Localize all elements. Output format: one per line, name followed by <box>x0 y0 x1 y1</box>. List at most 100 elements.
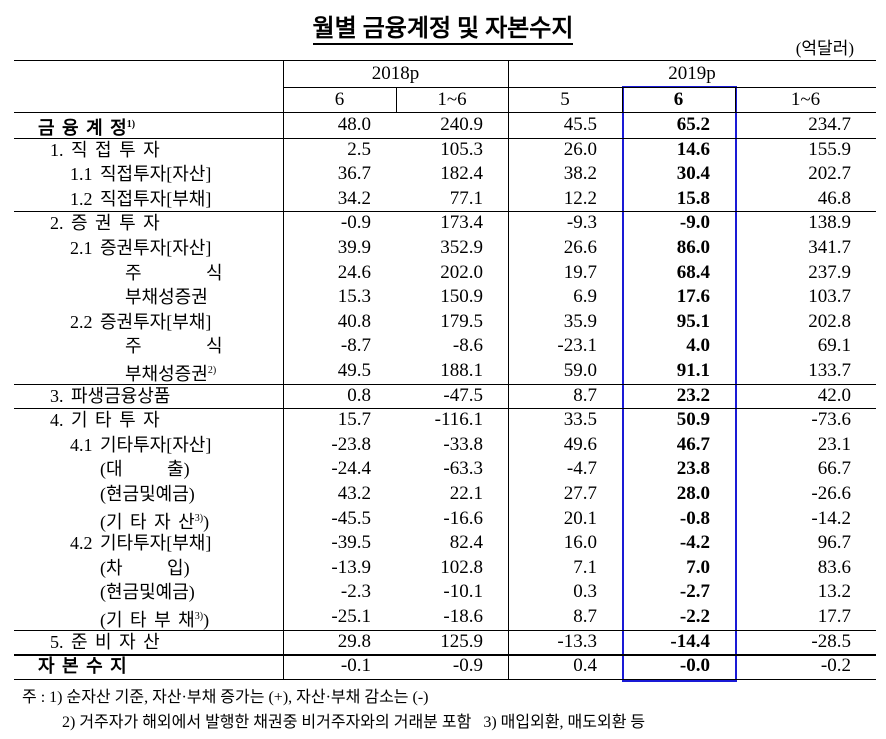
value-cell: 17.6 <box>676 286 710 308</box>
value-cell: -4.7 <box>566 458 597 480</box>
value-cell: 15.3 <box>337 286 371 308</box>
month-header: 6 <box>334 89 345 110</box>
row-label: 1.1 직접투자[자산] <box>70 162 211 186</box>
value-cell: -47.5 <box>443 384 483 406</box>
label-text: 부채성증권 <box>125 364 208 384</box>
value-cell: 103.7 <box>808 286 851 308</box>
row-label: (현금및예금) <box>100 482 195 506</box>
rule <box>14 60 876 61</box>
value-cell: 59.0 <box>563 360 597 381</box>
value-cell: 45.5 <box>563 114 597 135</box>
value-cell: 12.2 <box>563 187 597 209</box>
value-cell: 28.0 <box>676 483 710 504</box>
value-cell: 105.3 <box>440 138 483 160</box>
label-text: 자 본 수 지 <box>38 656 127 677</box>
month-header: 1~6 <box>790 89 821 110</box>
year-header: 2019p <box>668 63 716 84</box>
label-text: (현금및예금) <box>100 484 195 504</box>
value-cell: -23.1 <box>557 335 597 357</box>
value-cell: 0.8 <box>347 384 371 406</box>
value-cell: 43.2 <box>337 483 371 504</box>
label-text: (기 타 부 채 <box>100 610 195 630</box>
value-cell: -2.2 <box>679 606 710 627</box>
value-cell: 234.7 <box>808 114 851 135</box>
row-label: (기 타 부 채3)) <box>100 605 209 632</box>
value-cell: -10.1 <box>443 581 483 603</box>
value-cell: -8.7 <box>340 335 371 357</box>
value-cell: 125.9 <box>440 630 483 652</box>
value-cell: -2.7 <box>679 581 710 603</box>
value-cell: 179.5 <box>440 310 483 332</box>
value-cell: -0.0 <box>679 655 710 677</box>
label-text: 4.1 기타투자[자산] <box>70 434 212 455</box>
value-cell: 95.1 <box>676 310 710 332</box>
value-cell: 133.7 <box>808 360 851 381</box>
rule <box>14 112 876 113</box>
row-label: 2.2 증권투자[부채] <box>70 310 211 334</box>
value-cell: 4.0 <box>686 335 710 357</box>
row-label: 주 식 <box>125 261 223 285</box>
footnote-mark: 1) <box>126 119 136 130</box>
label-text: 2.2 증권투자[부채] <box>70 311 212 332</box>
row-label: 자 본 수 지 <box>38 654 127 678</box>
value-cell: 14.6 <box>676 138 710 160</box>
value-cell: 150.9 <box>440 286 483 308</box>
value-cell: -13.9 <box>331 556 371 578</box>
rule <box>14 384 876 385</box>
value-cell: -0.1 <box>340 655 371 677</box>
unit: (억달러) <box>795 39 854 58</box>
label-text: 3. 파생금융상품 <box>50 385 171 406</box>
value-cell: 6.9 <box>573 286 597 308</box>
row-label: 2.1 증권투자[자산] <box>70 236 211 260</box>
row-label: 5. 준 비 자 산 <box>50 630 160 654</box>
rule <box>14 679 876 680</box>
value-cell: 83.6 <box>817 556 851 578</box>
value-cell: 38.2 <box>563 163 597 185</box>
value-cell: 36.7 <box>337 163 371 185</box>
value-cell: 77.1 <box>449 187 483 209</box>
value-cell: 17.7 <box>817 606 851 627</box>
footnote-mark: 3) <box>194 512 204 524</box>
row-label: 금 융 계 정1) <box>38 113 135 140</box>
value-cell: 96.7 <box>817 532 851 554</box>
value-cell: 15.8 <box>676 187 710 209</box>
value-cell: -73.6 <box>811 409 851 431</box>
value-cell: -14.4 <box>670 630 710 652</box>
value-cell: 69.1 <box>817 335 851 357</box>
value-cell: 50.9 <box>676 409 710 431</box>
value-cell: 19.7 <box>563 261 597 283</box>
value-cell: -14.2 <box>811 507 851 529</box>
footnote-mark: 2) <box>207 365 217 376</box>
value-cell: 86.0 <box>676 237 710 258</box>
value-cell: -9.3 <box>566 212 597 234</box>
value-cell: 82.4 <box>449 532 483 554</box>
value-cell: -45.5 <box>331 507 371 529</box>
label-text: 주 식 <box>125 262 223 283</box>
value-cell: 7.0 <box>686 556 710 578</box>
value-cell: -23.8 <box>331 433 371 455</box>
value-cell: -24.4 <box>331 458 371 480</box>
value-cell: 240.9 <box>440 114 483 135</box>
label-text: (차 입) <box>100 557 190 578</box>
row-label: 부채성증권 <box>125 285 208 309</box>
row-label: 1.2 직접투자[부채] <box>70 187 211 211</box>
value-cell: 20.1 <box>563 507 597 529</box>
value-cell: 30.4 <box>676 163 710 185</box>
value-cell: 23.8 <box>676 458 710 480</box>
value-cell: 237.9 <box>808 261 851 283</box>
month-header: 1~6 <box>437 89 467 110</box>
label-text: 5. 준 비 자 산 <box>50 631 160 652</box>
footnote: 2) 거주자가 해외에서 발행한 채권중 비거주자와의 거래분 포함 3) 매입… <box>62 714 646 731</box>
value-cell: -16.6 <box>443 507 483 529</box>
rule <box>622 87 623 113</box>
value-cell: 65.2 <box>676 114 710 135</box>
value-cell: 138.9 <box>808 212 851 234</box>
value-cell: 2.5 <box>347 138 371 160</box>
value-cell: 352.9 <box>440 237 483 258</box>
value-cell: -39.5 <box>331 532 371 554</box>
value-cell: -4.2 <box>679 532 710 554</box>
value-cell: -13.3 <box>557 630 597 652</box>
value-cell: -0.9 <box>340 212 371 234</box>
footnote-mark: 3) <box>194 611 204 622</box>
